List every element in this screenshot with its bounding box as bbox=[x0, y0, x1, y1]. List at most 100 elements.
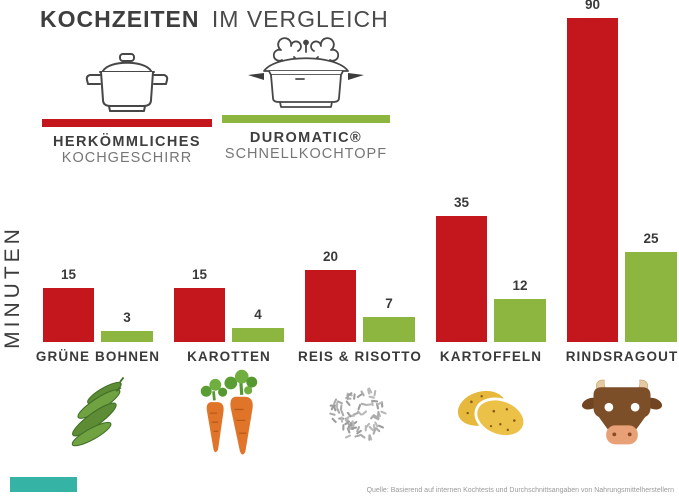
rice-grain bbox=[344, 420, 351, 426]
legend-pressure-line1: DUROMATIC® bbox=[249, 130, 363, 146]
page-title: KOCHZEITEN IM VERGLEICH bbox=[40, 6, 389, 33]
source-note: Quelle: Basierend auf internen Kochtests… bbox=[366, 487, 674, 494]
rice-grain bbox=[356, 429, 362, 435]
rice-grain bbox=[333, 398, 338, 405]
legend-swatch-conventional bbox=[42, 119, 212, 127]
rice-grain bbox=[356, 393, 363, 398]
bar-conventional: 90 bbox=[567, 0, 618, 342]
rice-grain bbox=[347, 422, 353, 428]
rice-grain bbox=[351, 420, 355, 427]
pressure-cooker-icon-wrap bbox=[222, 36, 390, 112]
bar-pressure: 4 bbox=[232, 307, 284, 342]
rice-grain bbox=[346, 427, 351, 434]
bar-chart: 15 3 GRÜNE BOHNEN 15 4 KAROTTEN 20 7 REIS & RISO… bbox=[36, 0, 677, 364]
legend-conventional-line2: KOCHGESCHIRR bbox=[61, 150, 193, 166]
icon-cell bbox=[305, 368, 415, 460]
category-label: REIS & RISOTTO bbox=[298, 349, 422, 364]
title-bold: KOCHZEITEN bbox=[40, 6, 200, 32]
legend-swatch-pressure bbox=[222, 115, 390, 123]
rice-grain bbox=[373, 390, 377, 397]
y-axis-label: MINUTEN bbox=[1, 225, 24, 349]
rice-grain bbox=[365, 422, 371, 429]
bar-pressure: 25 bbox=[625, 231, 677, 342]
pressure-cooker-icon bbox=[248, 37, 364, 108]
rice-grain bbox=[344, 416, 350, 422]
icon-cell bbox=[567, 368, 677, 460]
rice-grain bbox=[361, 410, 368, 416]
legend-pressure-line2: SCHNELLKOCHTOPF bbox=[224, 146, 388, 162]
category-icons-row bbox=[43, 368, 677, 460]
green-beans-icon bbox=[71, 376, 125, 447]
rice-grain bbox=[368, 395, 375, 399]
bar-value-label: 15 bbox=[60, 267, 77, 282]
rice-grain bbox=[357, 403, 362, 411]
rice-grain bbox=[377, 424, 384, 429]
title-light: IM VERGLEICH bbox=[211, 6, 389, 32]
rice-grain bbox=[336, 407, 341, 414]
carrot-left bbox=[200, 378, 228, 453]
rice-grain bbox=[373, 416, 380, 421]
rice-grain bbox=[350, 426, 358, 430]
rice-grain bbox=[344, 434, 352, 439]
category-label: KAROTTEN bbox=[187, 349, 271, 364]
rice-grain bbox=[376, 401, 383, 406]
bar-value-label: 15 bbox=[191, 267, 208, 282]
rice-grain bbox=[329, 412, 336, 416]
rice-grain bbox=[367, 388, 371, 395]
rice-grain bbox=[365, 403, 372, 407]
carrots-icon bbox=[200, 369, 258, 455]
brand-logo bbox=[10, 477, 77, 492]
icon-cell bbox=[43, 368, 153, 460]
category-label: RINDSRAGOUT bbox=[565, 349, 679, 364]
bar-pressure: 12 bbox=[494, 278, 546, 342]
rice-grain bbox=[336, 400, 343, 405]
bar-value-label: 4 bbox=[254, 307, 262, 322]
legend-pressure: DUROMATIC® SCHNELLKOCHTOPF bbox=[222, 36, 390, 162]
bar-value-label: 3 bbox=[123, 310, 131, 325]
icon-cell bbox=[174, 368, 284, 460]
bar-value-label: 20 bbox=[322, 249, 339, 264]
bar-pressure: 7 bbox=[363, 296, 415, 342]
rice-grain bbox=[346, 411, 352, 418]
rice-grain bbox=[370, 414, 376, 420]
rice-grain bbox=[335, 401, 339, 409]
rice-grain bbox=[373, 414, 380, 420]
rice-grain bbox=[376, 410, 380, 418]
bar-value-label: 12 bbox=[512, 278, 528, 293]
bar-group: 15 3 GRÜNE BOHNEN bbox=[36, 267, 159, 364]
potatoes-icon bbox=[457, 390, 527, 438]
bar-value-label: 90 bbox=[584, 0, 601, 12]
bar-group: 35 12 KARTOFFELN bbox=[436, 195, 546, 364]
category-label: KARTOFFELN bbox=[439, 349, 543, 364]
bar-conventional: 15 bbox=[174, 267, 225, 342]
rice-grain bbox=[340, 416, 344, 423]
pot-icon-wrap bbox=[42, 40, 212, 116]
rice-icon bbox=[329, 387, 387, 441]
rice-grain bbox=[345, 400, 351, 406]
legend-conventional-line1: HERKÖMMLICHES bbox=[53, 134, 201, 150]
rice-grain bbox=[345, 396, 352, 400]
bar-value-label: 35 bbox=[453, 195, 470, 210]
rice-grain bbox=[374, 427, 381, 433]
beef-icon bbox=[581, 379, 663, 445]
rice-grain bbox=[372, 428, 377, 435]
rice-grain bbox=[376, 403, 380, 410]
bar-pressure: 3 bbox=[101, 310, 153, 342]
bar-group: 20 7 REIS & RISOTTO bbox=[298, 249, 421, 364]
icon-cell bbox=[436, 368, 546, 460]
bar-value-label: 25 bbox=[643, 231, 659, 246]
carrot-right bbox=[224, 369, 258, 455]
rice-grain bbox=[353, 393, 356, 400]
rice-grain bbox=[340, 410, 345, 417]
rice-grain bbox=[348, 425, 354, 430]
rice-grain bbox=[356, 410, 363, 416]
rice-grain bbox=[339, 404, 343, 411]
category-label: GRÜNE BOHNEN bbox=[35, 349, 161, 364]
rice-grain bbox=[371, 399, 379, 403]
rice-grain bbox=[331, 417, 337, 423]
bar-conventional: 15 bbox=[43, 267, 94, 342]
bar-group: 15 4 KAROTTEN bbox=[174, 267, 284, 364]
rice-grain bbox=[354, 434, 361, 438]
rice-grain bbox=[368, 425, 374, 432]
